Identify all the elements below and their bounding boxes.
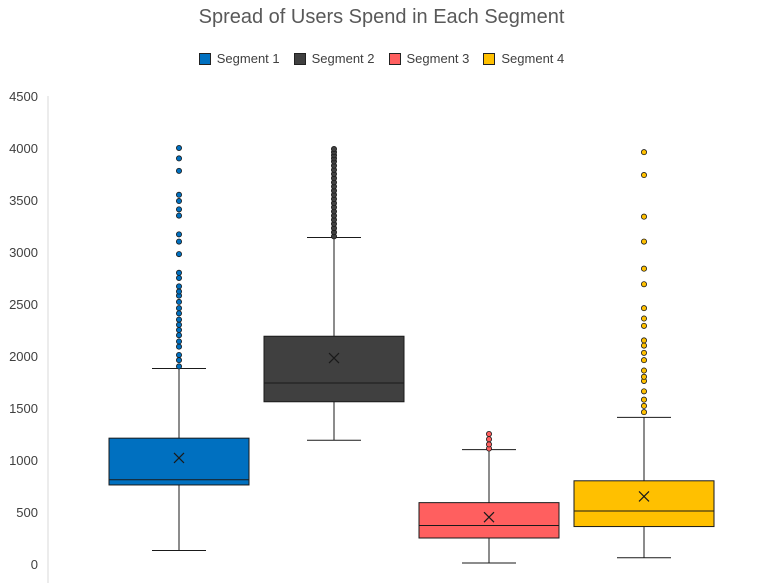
y-tick-label: 500 xyxy=(16,505,38,520)
y-tick-label: 4500 xyxy=(9,89,38,104)
outlier-point xyxy=(641,349,648,356)
outlier-point xyxy=(175,251,182,258)
y-tick-label: 0 xyxy=(31,557,38,572)
outlier-point xyxy=(175,316,182,323)
legend-swatch xyxy=(293,52,306,65)
outlier-point xyxy=(175,305,182,312)
legend-label: Segment 2 xyxy=(311,51,375,66)
outlier-point xyxy=(175,167,182,174)
outlier-point xyxy=(641,402,648,409)
outlier-point xyxy=(175,274,182,281)
outlier-point xyxy=(641,281,648,288)
outlier-point xyxy=(641,213,648,220)
legend-swatch xyxy=(483,52,496,65)
box-3 xyxy=(418,502,560,539)
outlier-point xyxy=(175,332,182,339)
y-tick-label: 3000 xyxy=(9,245,38,260)
outlier-point xyxy=(330,146,337,153)
outlier-point xyxy=(175,326,182,333)
outlier-point xyxy=(641,388,648,395)
y-tick-label: 3500 xyxy=(9,193,38,208)
outlier-point xyxy=(175,191,182,198)
outlier-point xyxy=(641,373,648,380)
box-2 xyxy=(263,335,405,403)
outlier-point xyxy=(175,212,182,219)
outlier-point xyxy=(175,351,182,358)
outlier-point xyxy=(485,436,492,443)
outlier-point xyxy=(641,367,648,374)
box-4 xyxy=(573,480,715,528)
y-tick-label: 1500 xyxy=(9,401,38,416)
outlier-point xyxy=(175,310,182,317)
outlier-point xyxy=(175,238,182,245)
legend: Segment 1 Segment 2 Segment 3 Segment 4 xyxy=(0,51,763,66)
mean-marker xyxy=(173,452,185,464)
outlier-point xyxy=(175,343,182,350)
y-tick-label: 2500 xyxy=(9,297,38,312)
outlier-point xyxy=(641,396,648,403)
outlier-point xyxy=(641,265,648,272)
outlier-point xyxy=(175,155,182,162)
legend-swatch xyxy=(198,52,211,65)
legend-item: Segment 2 xyxy=(293,51,375,66)
outlier-point xyxy=(641,342,648,349)
outlier-point xyxy=(175,298,182,305)
outlier-point xyxy=(175,198,182,205)
outlier-point xyxy=(175,321,182,328)
outlier-point xyxy=(175,283,182,290)
legend-label: Segment 1 xyxy=(216,51,280,66)
outlier-point xyxy=(641,322,648,329)
chart-title: Spread of Users Spend in Each Segment xyxy=(198,6,565,28)
legend-label: Segment 4 xyxy=(501,51,565,66)
legend-item: Segment 1 xyxy=(198,51,280,66)
mean-marker xyxy=(328,352,340,364)
outlier-point xyxy=(175,363,182,370)
y-tick-label: 1000 xyxy=(9,453,38,468)
outlier-point xyxy=(485,441,492,448)
outlier-point xyxy=(175,288,182,295)
legend-item: Segment 3 xyxy=(388,51,470,66)
legend-label: Segment 3 xyxy=(406,51,470,66)
outlier-point xyxy=(641,149,648,156)
outlier-point xyxy=(175,206,182,213)
outlier-point xyxy=(641,315,648,322)
outlier-point xyxy=(641,238,648,245)
outlier-point xyxy=(641,337,648,344)
y-tick-label: 2000 xyxy=(9,349,38,364)
outlier-point xyxy=(485,430,492,437)
outlier-point xyxy=(641,172,648,179)
outlier-point xyxy=(175,231,182,238)
mean-marker xyxy=(638,490,650,502)
outlier-point xyxy=(641,357,648,364)
outlier-point xyxy=(641,409,648,416)
outlier-point xyxy=(175,269,182,276)
legend-swatch xyxy=(388,52,401,65)
outlier-point xyxy=(641,305,648,312)
mean-marker xyxy=(483,511,495,523)
outlier-point xyxy=(175,357,182,364)
box-1 xyxy=(108,437,250,486)
outlier-point xyxy=(175,338,182,345)
y-tick-label: 4000 xyxy=(9,141,38,156)
outlier-point xyxy=(175,144,182,151)
legend-item: Segment 4 xyxy=(483,51,564,66)
